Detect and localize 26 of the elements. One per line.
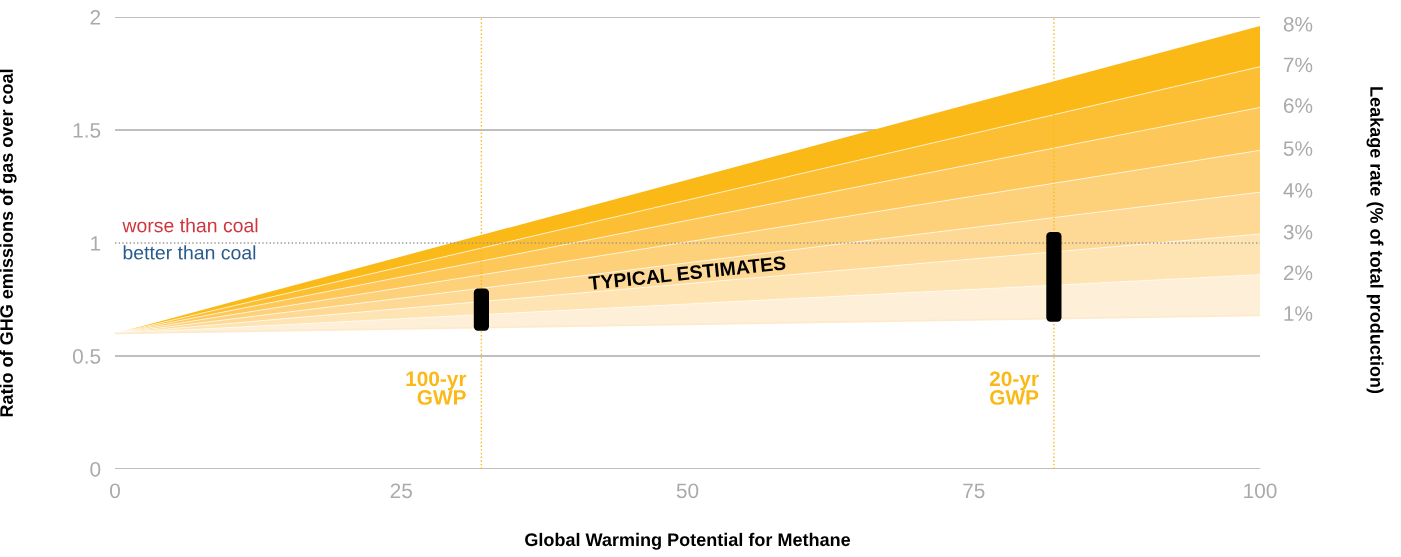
annotation: better than coal: [123, 245, 256, 260]
y-tick-label: 2: [90, 10, 101, 25]
series-label: 3%: [1283, 224, 1313, 240]
series-label: 2%: [1283, 265, 1313, 281]
y-tick-label: 1: [91, 236, 101, 251]
series-label: 4%: [1283, 183, 1313, 198]
y-tick-label: 1.5: [73, 123, 101, 138]
ref-line-label: 100-yr GWP: [406, 371, 467, 405]
x-tick-label: 50: [676, 483, 699, 499]
y-tick-label: 0: [90, 462, 101, 477]
series-label: 6%: [1283, 98, 1313, 113]
x-tick-label: 100: [1244, 483, 1277, 499]
y2-axis-title: Leakage rate (% of total production): [1366, 87, 1384, 394]
x-axis-title: Global Warming Potential for Methane: [525, 532, 851, 550]
series-label: 1%: [1284, 306, 1313, 321]
series-label: 8%: [1283, 16, 1313, 32]
annotation: TYPICAL ESTIMATES: [588, 255, 786, 291]
annotation: worse than coal: [122, 218, 258, 233]
y-tick-label: 0.5: [72, 349, 101, 364]
x-tick-label: 75: [963, 483, 985, 499]
ref-line-label: 20-yr GWP: [989, 371, 1039, 405]
y-axis-title: Ratio of GHG emissions of gas over coal: [0, 69, 17, 417]
series-label: 5%: [1283, 141, 1313, 156]
series-label: 7%: [1283, 57, 1313, 73]
x-tick-label: 0: [110, 483, 120, 499]
x-tick-label: 25: [390, 483, 412, 499]
